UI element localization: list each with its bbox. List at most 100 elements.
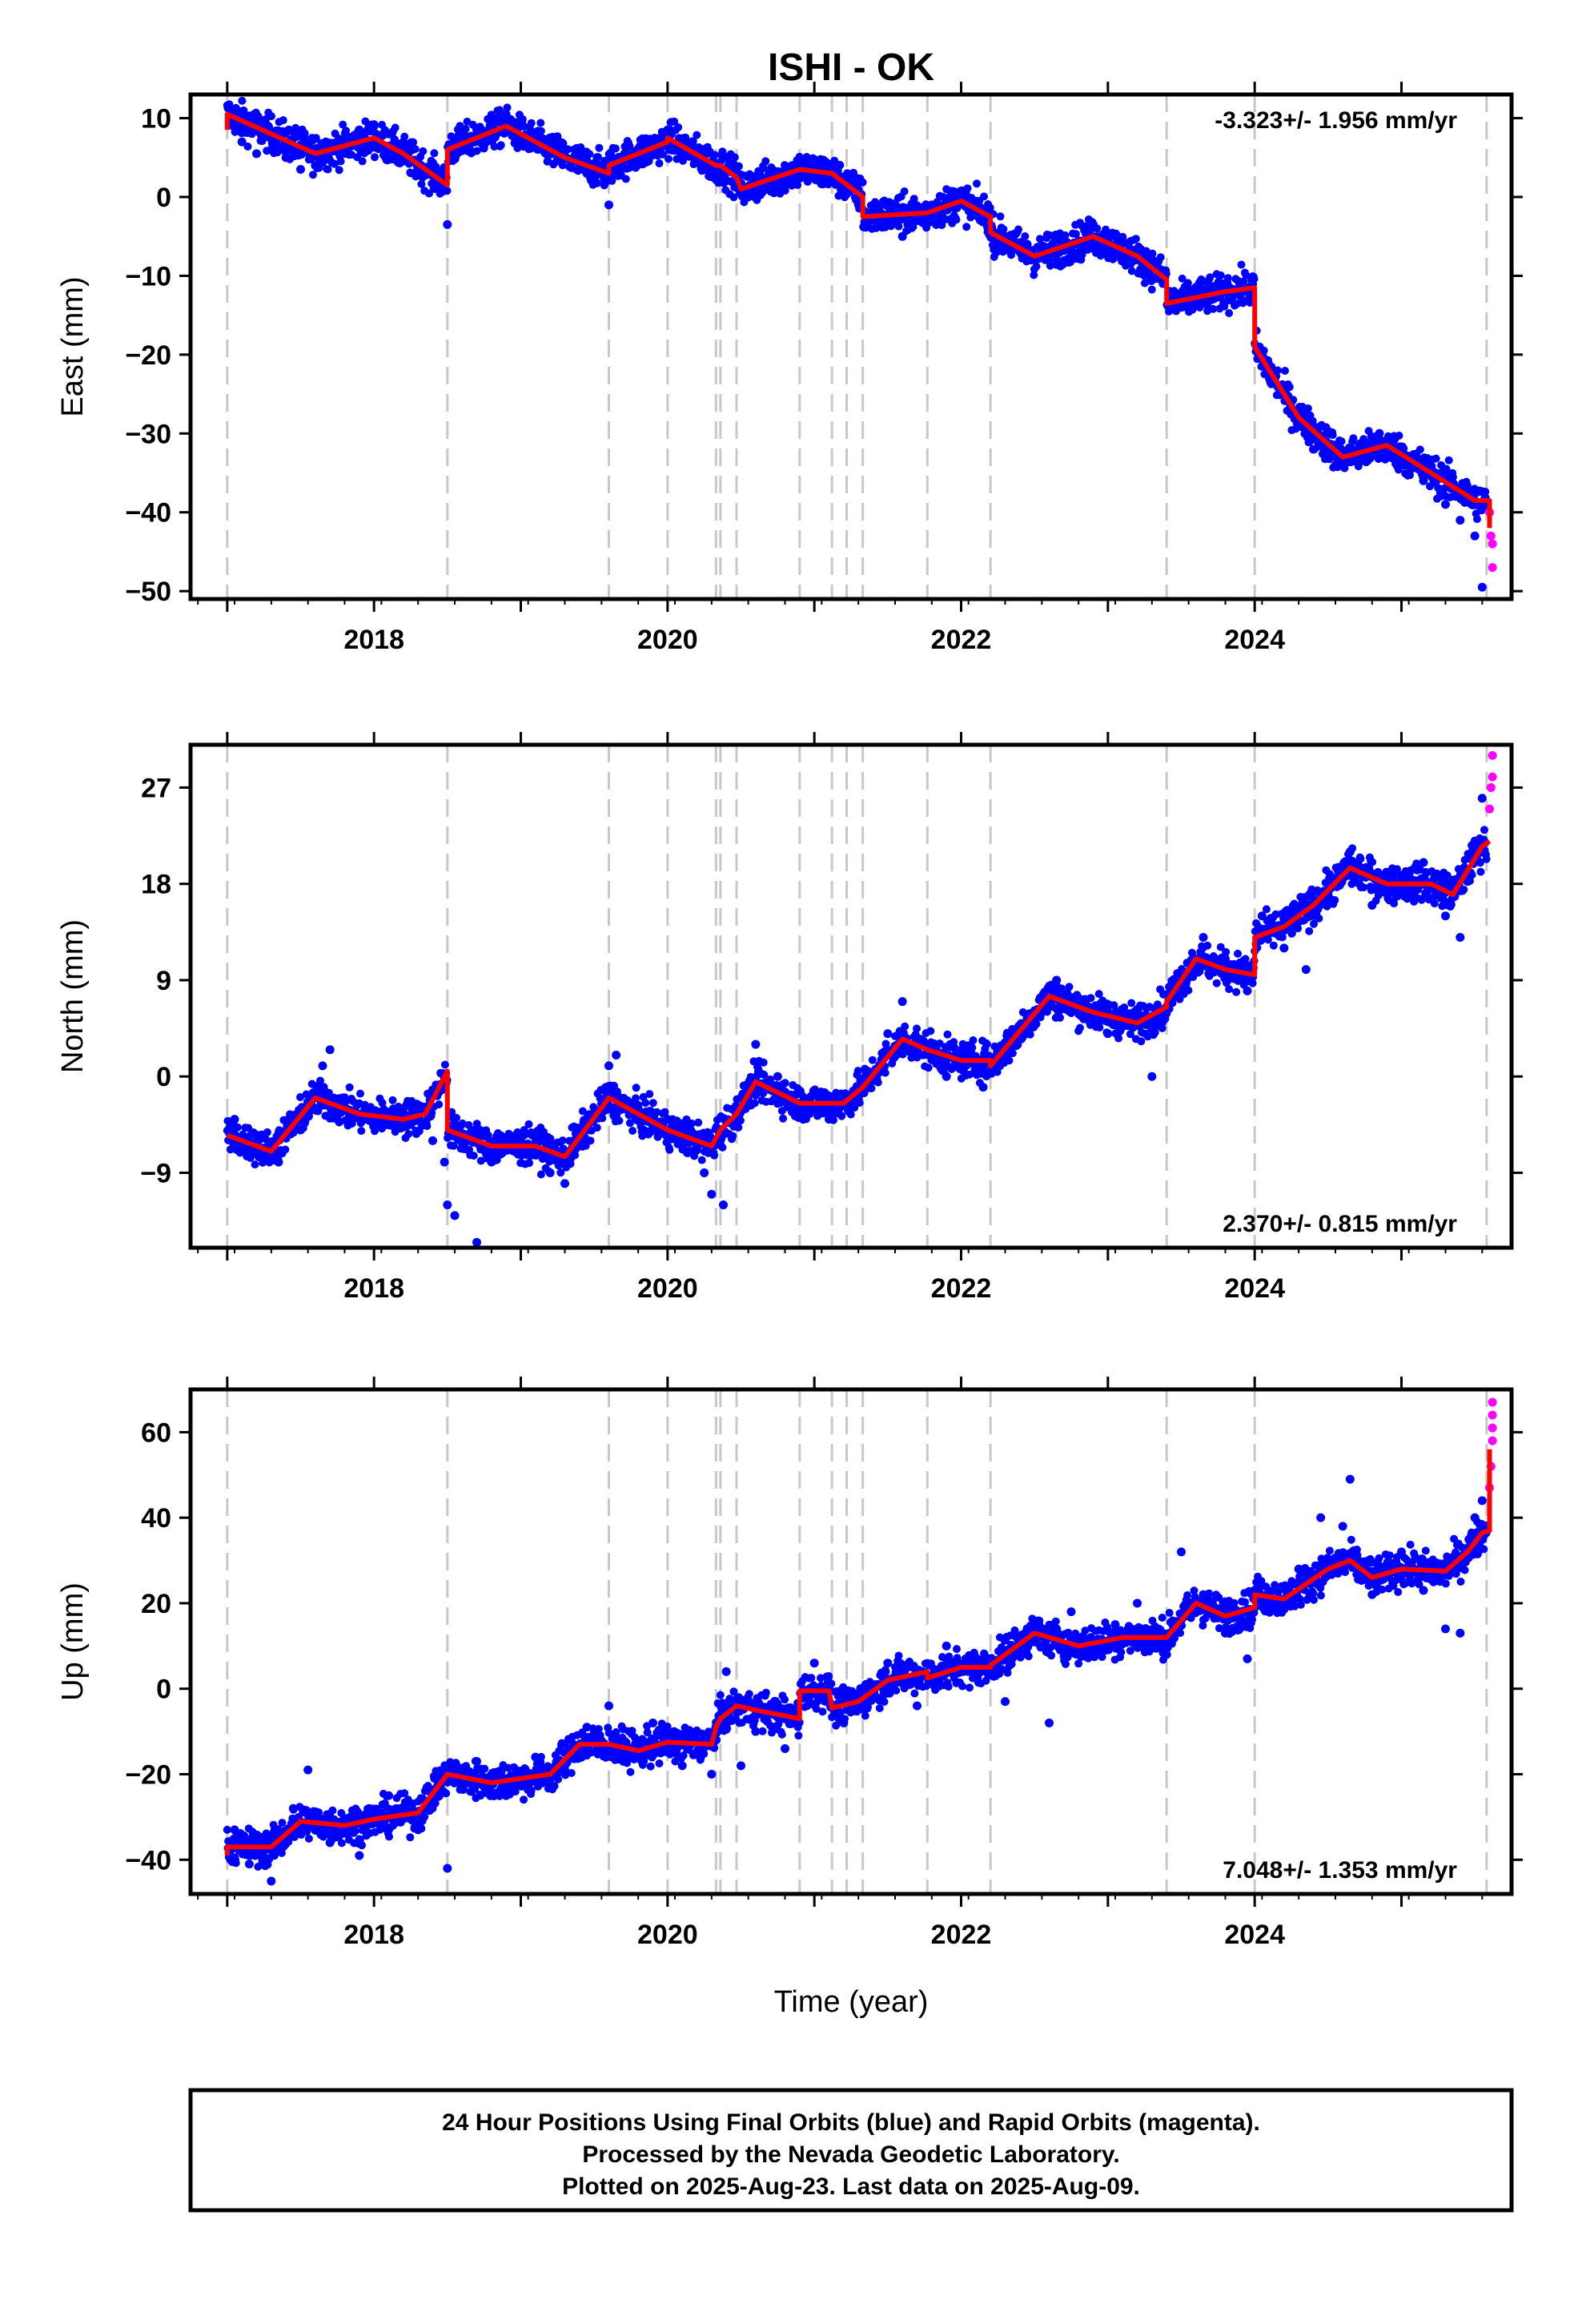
final-orbit-point bbox=[371, 153, 379, 162]
final-orbit-point bbox=[419, 147, 428, 155]
final-orbit-point bbox=[693, 131, 701, 139]
final-orbit-point bbox=[1026, 1030, 1034, 1039]
final-orbit-point bbox=[339, 120, 347, 129]
final-orbit-point bbox=[986, 203, 994, 212]
final-orbit-point bbox=[1127, 267, 1136, 275]
final-orbit-point bbox=[1184, 986, 1193, 995]
final-orbit-point bbox=[968, 1043, 977, 1052]
final-orbit-point bbox=[316, 1076, 324, 1085]
final-orbit-point bbox=[525, 1159, 534, 1168]
final-orbit-point bbox=[641, 1099, 650, 1108]
final-orbit-point bbox=[750, 1099, 759, 1108]
final-orbit-point bbox=[1248, 979, 1257, 987]
final-orbit-point bbox=[858, 178, 867, 187]
final-orbit-point bbox=[913, 216, 921, 225]
final-orbit-point bbox=[979, 1062, 988, 1070]
final-orbit-point bbox=[358, 157, 367, 166]
final-orbit-point bbox=[404, 1130, 413, 1138]
final-orbit-point bbox=[496, 141, 505, 150]
final-orbit-point bbox=[729, 1132, 737, 1140]
final-orbit-point bbox=[238, 96, 247, 105]
final-orbit-point bbox=[435, 1100, 444, 1109]
final-orbit-point bbox=[894, 222, 903, 231]
final-orbit-point bbox=[558, 161, 567, 170]
final-orbit-point bbox=[335, 166, 343, 175]
final-orbit-point bbox=[581, 1141, 590, 1150]
final-orbit-point bbox=[1331, 896, 1339, 904]
final-orbit-point bbox=[518, 115, 527, 123]
final-orbit-point bbox=[1375, 428, 1384, 438]
plot-frame bbox=[188, 92, 1514, 601]
final-orbit-point bbox=[1399, 444, 1408, 452]
final-orbit-point bbox=[897, 231, 907, 241]
final-orbit-point bbox=[913, 1024, 921, 1033]
final-orbit-point bbox=[1232, 300, 1241, 308]
final-orbit-point bbox=[640, 137, 650, 147]
chart-title: ISHI - OK bbox=[768, 46, 934, 89]
final-orbit-point bbox=[1206, 273, 1215, 282]
final-orbit-point bbox=[1053, 255, 1062, 264]
final-orbit-points bbox=[223, 96, 1491, 592]
final-orbit-point bbox=[1216, 271, 1225, 279]
y-tick-label: −10 bbox=[125, 261, 171, 292]
final-orbit-point bbox=[1419, 476, 1428, 485]
final-orbit-point bbox=[1021, 232, 1030, 240]
final-orbit-point bbox=[1351, 873, 1359, 882]
final-orbit-point bbox=[949, 192, 958, 202]
final-orbit-point bbox=[883, 219, 893, 229]
final-orbit-point bbox=[781, 187, 789, 195]
final-orbit-point bbox=[594, 153, 603, 162]
final-orbit-point bbox=[1225, 309, 1234, 317]
final-orbit-point bbox=[527, 119, 536, 127]
final-orbit-point bbox=[226, 1145, 235, 1154]
final-orbit-point bbox=[1056, 1013, 1064, 1022]
final-orbit-point bbox=[443, 187, 452, 195]
final-orbit-point bbox=[311, 134, 320, 143]
final-orbit-point bbox=[564, 145, 572, 154]
final-orbit-point bbox=[1225, 985, 1234, 994]
final-orbit-point bbox=[837, 1112, 846, 1120]
y-tick-label: 0 bbox=[156, 183, 171, 213]
final-orbit-point bbox=[388, 1096, 397, 1104]
final-orbit-point bbox=[586, 1136, 595, 1145]
final-orbit-point bbox=[1065, 983, 1074, 991]
final-orbit-point bbox=[345, 1083, 354, 1092]
final-orbit-point bbox=[1147, 285, 1156, 294]
final-orbit-point bbox=[452, 1113, 460, 1122]
final-orbit-point bbox=[1278, 933, 1287, 942]
final-orbit-point bbox=[697, 1156, 706, 1164]
final-orbit-point bbox=[868, 1055, 877, 1064]
final-orbit-point bbox=[1127, 999, 1136, 1007]
final-orbit-point bbox=[881, 1068, 889, 1077]
final-orbit-point bbox=[279, 116, 287, 125]
final-orbit-point bbox=[621, 175, 630, 183]
final-orbit-point bbox=[1444, 456, 1453, 464]
final-orbit-point bbox=[734, 162, 743, 171]
final-orbit-point bbox=[1057, 984, 1066, 993]
final-orbit-point bbox=[969, 1036, 978, 1044]
final-orbit-point bbox=[440, 1060, 449, 1069]
final-orbit-point bbox=[1356, 854, 1365, 863]
y-tick-label: −30 bbox=[125, 419, 171, 449]
final-orbit-point bbox=[251, 1160, 259, 1169]
final-orbit-point bbox=[1395, 432, 1403, 440]
final-orbit-point bbox=[425, 189, 433, 198]
final-orbit-point bbox=[263, 1128, 271, 1136]
final-orbit-point bbox=[1315, 914, 1323, 923]
final-orbit-point bbox=[710, 151, 719, 159]
final-orbit-point bbox=[430, 149, 439, 158]
final-orbit-point bbox=[663, 125, 673, 135]
final-orbit-point bbox=[900, 187, 909, 195]
final-orbit-point bbox=[1328, 431, 1337, 440]
final-orbit-point bbox=[718, 147, 727, 156]
final-orbit-point bbox=[1303, 404, 1312, 412]
final-orbit-point bbox=[655, 159, 664, 167]
final-orbit-point bbox=[233, 1123, 242, 1132]
final-orbit-point bbox=[598, 1114, 607, 1123]
final-orbit-point bbox=[611, 144, 620, 153]
final-orbit-point bbox=[850, 1104, 859, 1112]
final-orbit-point bbox=[881, 1039, 890, 1048]
final-orbit-point bbox=[361, 117, 370, 126]
final-orbit-point bbox=[1481, 488, 1490, 496]
final-orbit-point bbox=[595, 143, 604, 152]
